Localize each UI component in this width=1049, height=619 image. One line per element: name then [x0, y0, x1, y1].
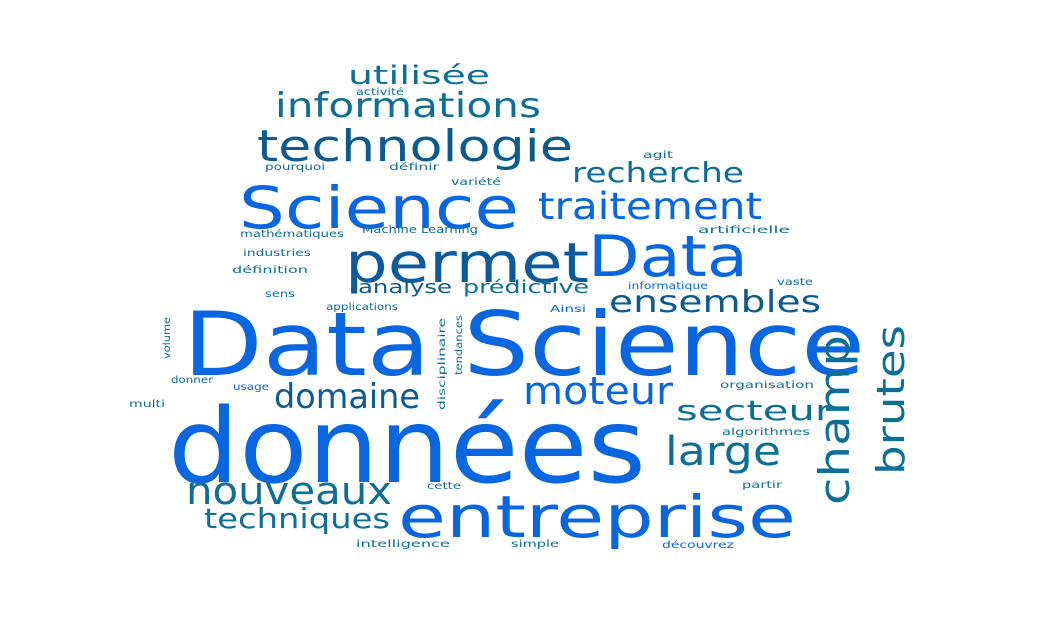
word-machine-learning: Machine Learning — [362, 223, 478, 236]
word-algorithmes: algorithmes — [722, 427, 810, 438]
word-techniques: techniques — [204, 502, 390, 535]
word-utilisee: utilisée — [348, 61, 490, 91]
word-informatique: informatique — [628, 281, 708, 292]
word-domaine: domaine — [274, 377, 420, 417]
word-volume: volume — [162, 317, 173, 359]
word-technologie: technologie — [257, 121, 573, 172]
word-applications: applications — [326, 302, 398, 313]
word-vaste: vaste — [777, 277, 813, 288]
word-recherche: recherche — [572, 156, 744, 189]
word-champ: champ — [810, 335, 859, 505]
word-large: large — [665, 429, 781, 475]
word-nouveaux: nouveaux — [186, 469, 392, 513]
word-permet: permet — [345, 231, 589, 295]
word-informations: informations — [275, 86, 541, 126]
word-intelligence: intelligence — [356, 539, 450, 550]
word-sens: sens — [265, 289, 295, 300]
word-definir: définir — [389, 161, 440, 173]
word-predictive: prédictive — [463, 277, 589, 298]
word-entreprise: entreprise — [398, 483, 796, 551]
word-mathematiques: mathématiques — [240, 228, 344, 240]
word-donnees: données — [168, 387, 646, 507]
word-ensembles: ensembles — [609, 285, 821, 320]
word-data-science: Data Science — [183, 293, 865, 396]
word-donner: donner — [171, 375, 214, 386]
word-definition: définition — [232, 264, 308, 276]
word-traitement: traitement — [538, 185, 762, 228]
word-usage: usage — [233, 382, 269, 393]
word-pourquoi: pourquoi — [265, 162, 325, 173]
word-disciplinaire: disciplinaire — [437, 318, 448, 410]
word-variete: variété — [451, 176, 501, 188]
word-tendances: tendances — [454, 315, 465, 375]
word-moteur: moteur — [523, 369, 673, 413]
word-simple: simple — [511, 539, 559, 550]
word-partir: partir — [742, 480, 783, 491]
word-ainsi: Ainsi — [550, 304, 586, 315]
word-science: Science — [239, 174, 519, 242]
word-brutes: brutes — [869, 325, 913, 475]
word-industries: industries — [243, 248, 311, 259]
word-agit: agit — [643, 150, 673, 161]
word-analyse: analyse — [358, 277, 452, 298]
word-secteur: secteur — [676, 394, 833, 427]
word-organisation: organisation — [720, 380, 814, 391]
word-cette: cette — [427, 481, 461, 492]
word-artificielle: artificielle — [698, 225, 790, 236]
word-decouvrez: découvrez — [662, 539, 734, 551]
word-data: Data — [588, 224, 748, 290]
word-multi: multi — [129, 399, 165, 410]
word-activite: activité — [356, 86, 404, 98]
